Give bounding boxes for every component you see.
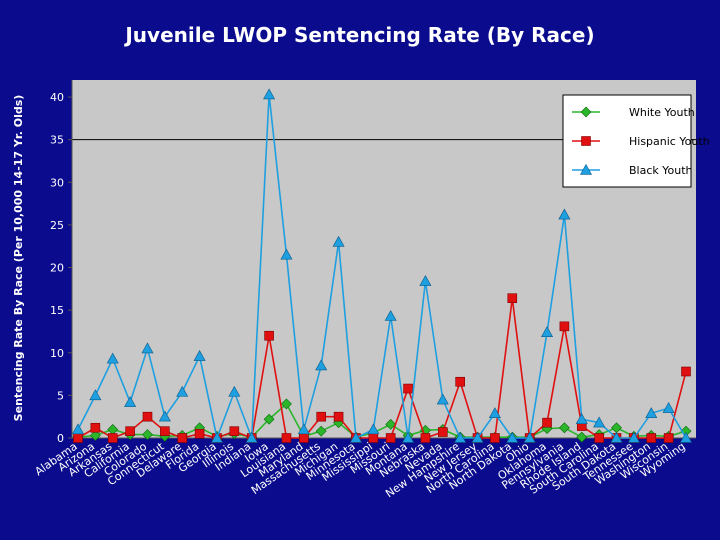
data-point [420, 433, 431, 443]
data-point [403, 383, 413, 394]
data-point [333, 411, 344, 422]
data-point [437, 427, 448, 437]
data-point [107, 433, 118, 443]
data-point [488, 407, 501, 418]
series-group [71, 88, 693, 443]
data-point [454, 431, 467, 443]
data-point [594, 433, 604, 443]
y-tick-labels: 0 5 10 15 20 25 30 35 40 [50, 91, 72, 445]
data-point [281, 398, 292, 410]
data-point [593, 416, 606, 428]
data-point [455, 376, 465, 387]
data-point [160, 426, 170, 436]
data-point [263, 413, 275, 425]
data-point [679, 431, 693, 443]
data-point [124, 396, 137, 407]
data-point [507, 293, 518, 304]
data-point [662, 402, 675, 413]
legend: White Youth Hispanic Youth Black Youth [562, 94, 710, 188]
data-point [681, 366, 691, 377]
data-point [523, 431, 536, 443]
y-tick-label: 10 [50, 347, 64, 360]
data-point [89, 389, 102, 401]
data-point [280, 248, 293, 260]
data-point [141, 342, 154, 354]
data-point [645, 407, 658, 418]
data-point [575, 413, 588, 424]
data-point [194, 428, 205, 439]
data-point [506, 431, 519, 443]
y-tick-label: 5 [57, 389, 64, 402]
data-point [315, 359, 328, 371]
data-point [263, 88, 276, 100]
data-point [332, 235, 345, 247]
data-point [106, 352, 119, 364]
data-point [73, 433, 83, 443]
x-category-labels: AlabamaArizonaArkansasCaliforniaColorado… [33, 439, 688, 500]
data-point [436, 393, 449, 405]
y-tick-label: 0 [57, 432, 64, 445]
y-tick-label: 20 [50, 262, 64, 275]
data-point [71, 423, 85, 435]
data-point [158, 410, 171, 422]
data-point [419, 275, 432, 286]
y-tick-label: 35 [50, 134, 64, 147]
data-point [90, 422, 101, 433]
data-point [125, 426, 135, 436]
y-tick-label: 25 [50, 219, 64, 232]
data-point [142, 429, 153, 441]
data-point [193, 350, 206, 361]
data-point [264, 330, 274, 341]
series-black-youth [71, 88, 693, 443]
data-point [299, 433, 309, 443]
y-tick-label: 15 [50, 304, 64, 317]
data-point [385, 433, 396, 443]
data-point [316, 411, 327, 422]
legend-label: Hispanic Youth [629, 135, 710, 148]
data-point [349, 431, 362, 443]
data-point [558, 422, 570, 434]
data-point [210, 431, 223, 443]
legend-marker [581, 136, 591, 146]
data-point [402, 431, 415, 443]
y-axis-label: Sentencing Rate By Race (Per 10,000 14-1… [12, 95, 25, 422]
data-point [367, 423, 380, 435]
data-point [610, 431, 623, 443]
data-point [228, 385, 241, 397]
data-point [471, 431, 484, 443]
data-point [541, 326, 554, 338]
legend-marker [579, 163, 593, 175]
legend-label: White Youth [629, 106, 695, 119]
data-point [663, 433, 674, 443]
y-tick-label: 40 [50, 91, 64, 104]
data-point [297, 423, 310, 435]
data-point [368, 433, 379, 443]
data-point [542, 417, 552, 428]
data-point [315, 425, 327, 437]
y-tick-label: 30 [50, 176, 64, 189]
data-point [89, 430, 101, 441]
data-point [627, 431, 640, 443]
data-point [385, 418, 397, 430]
data-point [559, 321, 570, 332]
data-point [245, 431, 258, 443]
legend-marker [580, 106, 592, 118]
data-point [490, 433, 500, 443]
data-point [177, 433, 188, 443]
data-point [229, 426, 240, 436]
data-point [646, 433, 657, 443]
data-point [576, 431, 588, 443]
legend-label: Black Youth [629, 164, 693, 177]
data-point [142, 411, 153, 422]
data-point [281, 433, 292, 443]
data-point [558, 208, 571, 220]
chart-title: Juvenile LWOP Sentencing Rate (By Race) [123, 23, 594, 47]
data-point [384, 309, 397, 321]
data-point [176, 385, 189, 397]
